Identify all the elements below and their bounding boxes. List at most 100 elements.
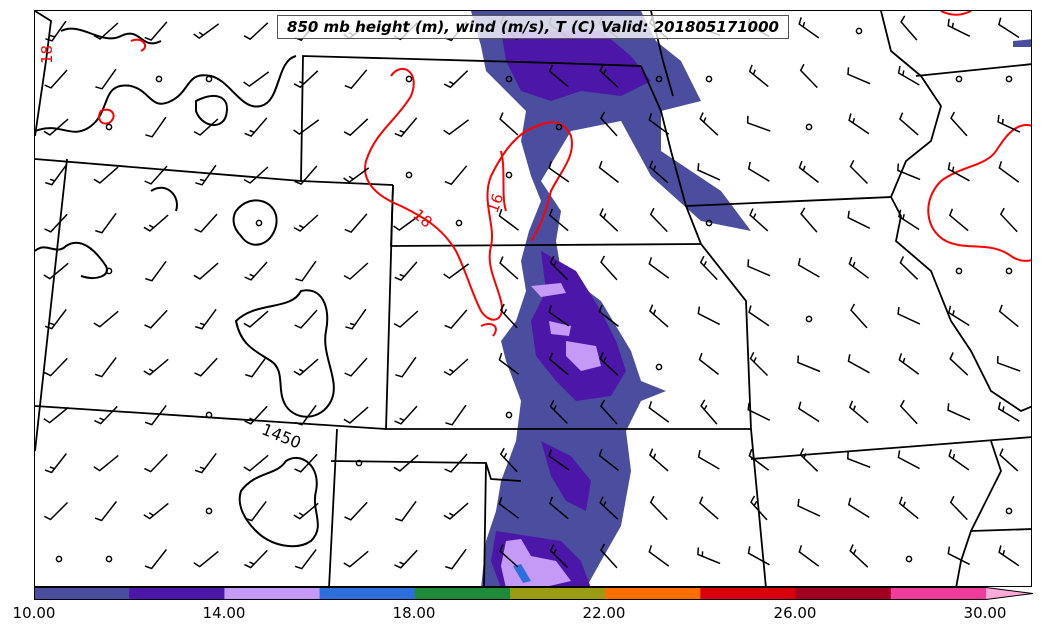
- wind-barb: [947, 403, 971, 421]
- wind-barb: [849, 159, 869, 185]
- wind-barb: [797, 257, 820, 278]
- wind-barb: [648, 113, 670, 135]
- wind-barb: [697, 449, 720, 470]
- map-canvas: [35, 11, 1031, 586]
- colorbar-swatch: [129, 587, 225, 600]
- wind-barb: [499, 256, 519, 280]
- wind-barb: [549, 399, 569, 425]
- wind-barb: [143, 358, 169, 376]
- wind-barb: [394, 549, 418, 569]
- wind-barb: [395, 356, 417, 378]
- wind-barb: [749, 351, 769, 377]
- wind-barb: [898, 112, 919, 136]
- wind-barb: [95, 212, 117, 234]
- wind-barb-calm: [405, 171, 413, 179]
- wind-barb: [600, 543, 618, 569]
- wind-barb: [294, 453, 318, 473]
- wind-barb: [996, 355, 1021, 372]
- colorbar-swatch: [224, 587, 321, 600]
- wind-barb: [193, 262, 219, 280]
- wind-barb: [600, 399, 618, 425]
- wind-barb-calm: [1005, 507, 1013, 515]
- wind-barb: [44, 69, 68, 89]
- wind-barb: [44, 308, 67, 330]
- wind-barb-calm: [805, 315, 813, 323]
- wind-barb: [949, 495, 968, 521]
- shade-band-10: [471, 11, 751, 586]
- wind-barb: [898, 353, 920, 375]
- wind-barb: [443, 263, 470, 280]
- wind-barb-calm: [1005, 267, 1013, 275]
- wind-barb: [899, 399, 918, 425]
- colorbar-tick-label: 30.00: [963, 604, 1007, 622]
- wind-barbs: [43, 15, 1021, 570]
- colorbar-swatches: [34, 587, 1034, 600]
- wind-barb-calm: [155, 75, 163, 83]
- wind-barb: [344, 501, 368, 521]
- wind-barb: [143, 502, 169, 520]
- wind-barb: [345, 308, 367, 330]
- wind-barb: [797, 355, 821, 373]
- wind-barb: [344, 213, 368, 234]
- wind-barb: [699, 112, 719, 136]
- contour-label-layer: 1450 18 18 16: [38, 45, 507, 453]
- wind-barb: [798, 160, 819, 183]
- wind-barb: [445, 548, 467, 570]
- wind-barb: [245, 356, 267, 378]
- wind-barb: [548, 64, 569, 88]
- wind-barb: [698, 352, 719, 375]
- wind-barb: [699, 255, 718, 281]
- wind-barb: [293, 214, 319, 232]
- wind-barb-calm: [505, 411, 513, 419]
- wind-barb: [800, 207, 818, 233]
- wind-barb: [897, 306, 921, 325]
- wind-barb: [848, 256, 870, 279]
- wind-barb: [498, 352, 520, 375]
- wind-barb: [549, 543, 569, 569]
- wind-barb-calm: [705, 219, 713, 227]
- wind-barb: [598, 160, 619, 183]
- temp-contour-label-16: 16: [484, 191, 507, 215]
- wind-barb: [499, 447, 518, 473]
- wind-barb-calm: [655, 363, 663, 371]
- wind-barb: [343, 262, 369, 280]
- wind-barb: [798, 401, 820, 423]
- wind-barb: [194, 357, 218, 377]
- wind-barb: [443, 502, 469, 520]
- wind-barb: [548, 496, 569, 520]
- wind-barb: [899, 256, 919, 280]
- wind-barb: [193, 23, 220, 40]
- wind-barb: [600, 111, 618, 137]
- wind-barb: [394, 405, 418, 425]
- wind-barb: [797, 498, 821, 517]
- wind-barb: [897, 65, 920, 86]
- wind-barb: [600, 255, 618, 281]
- wind-barb-calm: [205, 411, 213, 419]
- wind-barb: [43, 406, 69, 424]
- colorbar-swatch: [414, 587, 511, 600]
- wind-barb: [395, 500, 417, 522]
- wind-barb: [244, 117, 268, 138]
- wind-barb: [294, 165, 318, 186]
- wind-barb: [194, 452, 217, 474]
- wind-barb-calm: [555, 123, 563, 131]
- wind-barb: [848, 113, 870, 135]
- wind-barb: [599, 352, 619, 376]
- wind-barb: [144, 21, 168, 42]
- wind-barb-calm: [955, 267, 963, 275]
- wind-barb: [598, 448, 619, 471]
- wind-barb: [43, 262, 69, 280]
- wind-barb: [45, 164, 67, 186]
- shade-band-10-east: [1013, 39, 1031, 47]
- wind-barb: [243, 71, 270, 88]
- wind-barb: [195, 308, 217, 330]
- wind-barb: [444, 309, 468, 330]
- wind-barb: [898, 496, 919, 520]
- wind-barb: [144, 165, 168, 185]
- wind-barb: [947, 305, 970, 327]
- wind-barb: [393, 215, 420, 232]
- wind-barb-calm: [1005, 75, 1013, 83]
- wind-barb: [93, 454, 119, 472]
- wind-barb-calm: [255, 219, 263, 227]
- colorbar-swatch: [510, 587, 606, 600]
